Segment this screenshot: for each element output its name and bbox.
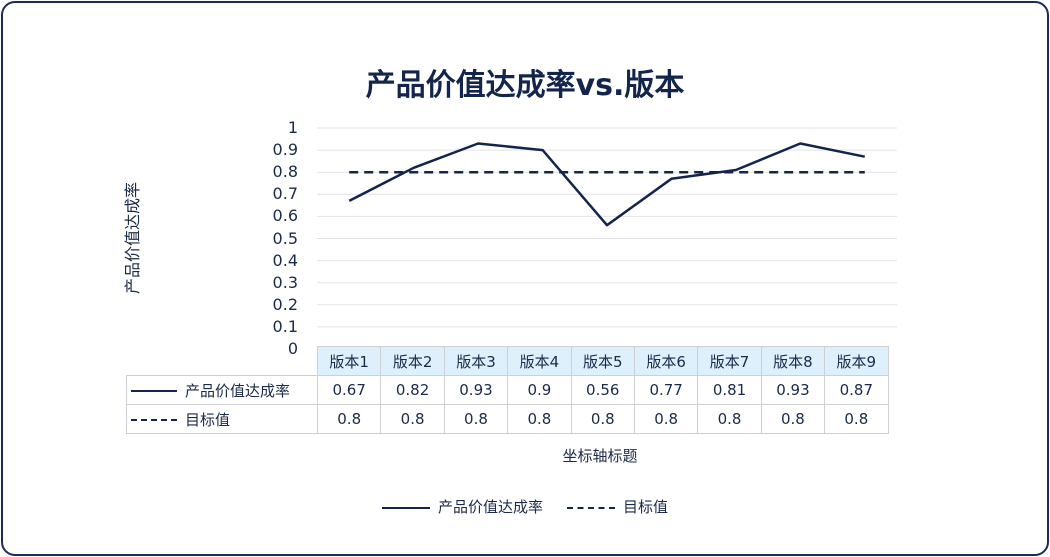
series-key-name: 产品价值达成率 [185, 381, 291, 400]
data-value-cell: 0.8 [443, 404, 509, 434]
data-value-cell: 0.8 [316, 404, 382, 434]
data-value-cell: 0.77 [633, 375, 699, 405]
data-value-cell: 0.9 [507, 375, 572, 405]
table-corner [127, 347, 318, 376]
data-value-cell: 0.87 [824, 375, 889, 405]
data-value-cell: 0.93 [760, 375, 826, 405]
x-category-label: 版本6 [633, 346, 699, 376]
y-tick-label: 1 [287, 118, 298, 137]
x-category-label: 版本5 [570, 346, 635, 376]
data-value-cell: 0.8 [760, 404, 826, 434]
series-key: 产品价值达成率 [126, 375, 318, 405]
data-value-cell: 0.82 [380, 375, 445, 405]
series-key-name: 目标值 [185, 410, 231, 429]
x-category-label: 版本3 [443, 346, 509, 376]
x-category-label: 版本1 [316, 346, 382, 376]
y-tick-label: 0.3 [272, 272, 298, 292]
y-tick-label: 0.1 [272, 316, 298, 336]
data-value-cell: 0.93 [443, 375, 509, 405]
data-value-cell: 0.8 [570, 404, 635, 434]
data-value-cell: 0.8 [507, 404, 572, 434]
series-key-swatch [131, 390, 177, 392]
data-value-cell: 0.81 [697, 375, 762, 405]
legend-label: 目标值 [623, 498, 669, 516]
data-value-cell: 0.8 [824, 404, 889, 434]
x-axis-title: 坐标轴标题 [562, 447, 638, 465]
data-value-cell: 0.8 [380, 404, 445, 434]
y-tick-label: 0.4 [272, 250, 298, 270]
data-value-cell: 0.8 [697, 404, 762, 434]
legend-item: 产品价值达成率 [381, 496, 543, 517]
legend-swatch [567, 506, 615, 509]
table-row: 目标值 0.8 0.8 0.8 0.8 0.8 0.8 0.8 0.8 0.8 [126, 404, 889, 434]
x-category-label: 版本9 [824, 346, 889, 376]
legend-item: 目标值 [567, 496, 668, 517]
y-tick-label: 0 [287, 339, 298, 358]
x-category-label: 版本7 [697, 346, 762, 376]
series-line-1 [348, 142, 866, 227]
x-category-label: 版本4 [507, 346, 572, 376]
data-value-cell: 0.67 [316, 375, 382, 405]
y-tick-label: 0.9 [272, 140, 298, 160]
legend-swatch [381, 506, 430, 509]
table-row: 产品价值达成率 0.67 0.82 0.93 0.9 0.56 0.77 0.81 0.93 0.… [126, 375, 889, 405]
x-category-label: 版本8 [760, 346, 826, 376]
y-tick-label: 0.8 [272, 162, 298, 182]
data-value-cell: 0.56 [570, 375, 635, 405]
data-table: 版本1 版本2 版本3 版本4 版本5 版本6 版本7 版本8 版本9 产品价值达成率 0.67 0.… [126, 346, 889, 434]
legend-label: 产品价值达成率 [437, 498, 543, 516]
y-tick-label: 0.5 [272, 228, 298, 248]
series-key: 目标值 [126, 404, 318, 434]
y-tick-label: 0.7 [272, 184, 298, 204]
y-tick-label: 0.6 [272, 206, 298, 226]
x-category-label: 版本2 [380, 346, 445, 376]
y-tick-label: 0.2 [272, 294, 298, 314]
chart-title: 产品价值达成率vs.版本 [365, 68, 685, 103]
data-value-cell: 0.8 [633, 404, 699, 434]
series-key-swatch [131, 419, 177, 421]
legend: 产品价值达成率 目标值 [0, 496, 1050, 517]
